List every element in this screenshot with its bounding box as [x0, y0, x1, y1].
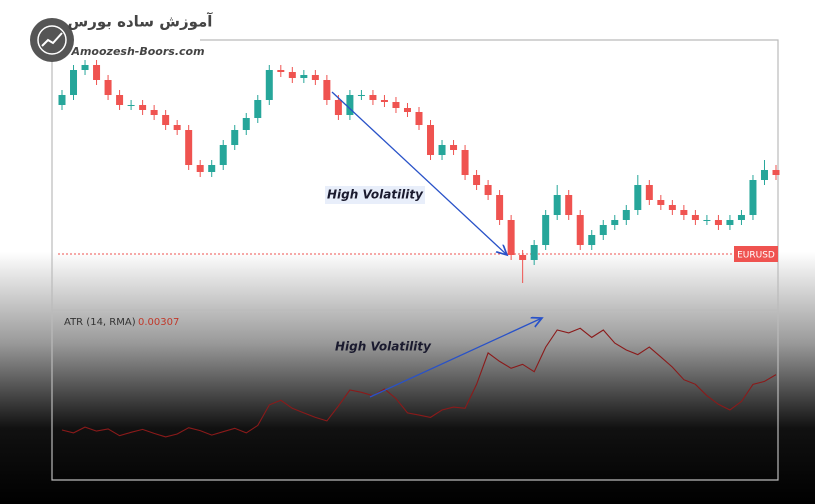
- candle-body: [403, 108, 411, 112]
- candle-body: [737, 215, 745, 220]
- candle-body: [657, 200, 665, 205]
- price-label-bg: [734, 246, 778, 262]
- logo-icon: [30, 18, 74, 62]
- indicator-name: ATR (14, RMA): [64, 317, 136, 328]
- candle-body: [196, 165, 204, 172]
- annotation-bg: [325, 186, 425, 204]
- candle-body: [208, 165, 216, 172]
- candle-body: [265, 70, 273, 100]
- candle-body: [173, 125, 181, 130]
- candle-body: [323, 80, 331, 100]
- logo-title: آموزش ساده بورس: [68, 13, 214, 31]
- candle-body: [162, 115, 170, 125]
- candle-body: [254, 100, 262, 118]
- candle-body: [380, 100, 388, 102]
- candle-body: [611, 220, 619, 225]
- candle-body: [357, 95, 365, 96]
- candle-body: [139, 105, 147, 110]
- candle-body: [760, 170, 768, 180]
- candle-body: [553, 195, 561, 215]
- frame: [51, 39, 779, 481]
- candle-body: [104, 80, 112, 95]
- candle-body: [542, 215, 550, 245]
- candle-body: [691, 215, 699, 220]
- candle-body: [530, 245, 538, 260]
- candle-body: [58, 95, 66, 105]
- candle-body: [438, 145, 446, 155]
- candle-body: [219, 145, 227, 165]
- candle-body: [127, 105, 135, 106]
- candle-body: [496, 195, 504, 220]
- candle-body: [81, 65, 89, 70]
- candle-body: [473, 175, 481, 185]
- candle-body: [461, 150, 469, 175]
- candle-body: [70, 70, 78, 95]
- candle-body: [242, 118, 250, 130]
- logo-arrow: [41, 32, 63, 47]
- candle-body: [565, 195, 573, 215]
- candle-body: [93, 65, 101, 80]
- candle-body: [634, 185, 642, 210]
- candle-body: [392, 102, 400, 108]
- candle-body: [622, 210, 630, 220]
- candle-body: [150, 110, 158, 115]
- annotation: High Volatility: [335, 340, 432, 354]
- candle-body: [772, 170, 780, 175]
- candle-body: [116, 95, 124, 105]
- candle-body: [427, 125, 435, 155]
- candle-body: [369, 95, 377, 100]
- candle-body: [277, 70, 285, 72]
- candle-body: [749, 180, 757, 215]
- candle-body: [680, 210, 688, 215]
- candle-body: [714, 220, 722, 225]
- candle-body: [599, 225, 607, 235]
- candle-body: [415, 112, 423, 125]
- candle-body: [346, 95, 354, 115]
- logo-subtitle: Amoozesh-Boors.com: [70, 45, 204, 58]
- atr-line: [61, 327, 777, 438]
- annotation-arrow: [369, 318, 542, 398]
- annotation-arrow: [331, 91, 507, 255]
- logo-globe: [37, 25, 67, 55]
- candle-body: [300, 75, 308, 78]
- candle-body: [668, 205, 676, 210]
- price-label: EURUSD: [737, 251, 775, 261]
- candle-body: [726, 220, 734, 225]
- candle-body: [507, 220, 515, 255]
- candle-body: [645, 185, 653, 200]
- candle-body: [703, 220, 711, 221]
- candle-body: [231, 130, 239, 145]
- candle-body: [588, 235, 596, 245]
- candle-body: [576, 215, 584, 245]
- candle-body: [484, 185, 492, 195]
- atr-value: 0.00307: [138, 317, 179, 328]
- candle-body: [185, 130, 193, 165]
- candle-body: [311, 75, 319, 80]
- candle-body: [450, 145, 458, 150]
- candle-body: [288, 72, 296, 78]
- candle-body: [519, 255, 527, 260]
- candle-body: [334, 100, 342, 115]
- annotation: High Volatility: [327, 188, 424, 202]
